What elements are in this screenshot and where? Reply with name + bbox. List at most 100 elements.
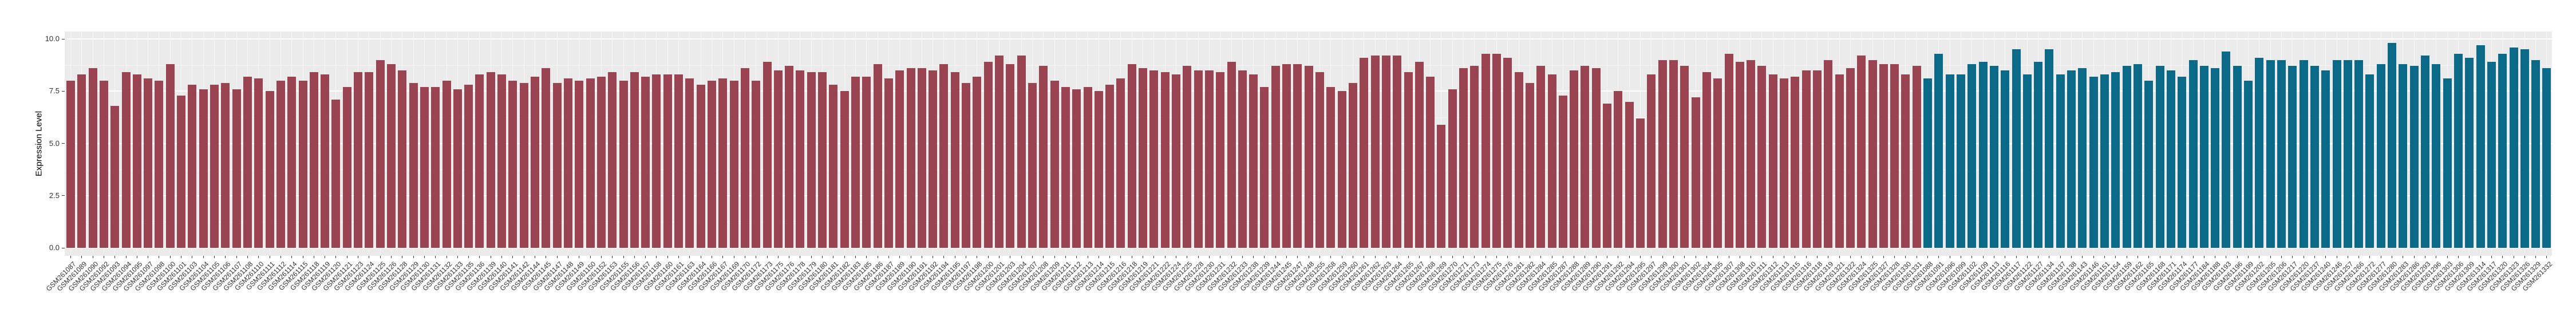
x-tick-mark (479, 256, 480, 258)
x-tick-mark (1651, 256, 1652, 258)
bar (785, 66, 794, 248)
bar (1603, 104, 1612, 248)
x-tick-mark (335, 256, 337, 258)
x-tick-mark (1717, 256, 1718, 258)
bar (376, 60, 385, 248)
x-tick-mark (2546, 256, 2547, 258)
bar (1591, 68, 1601, 248)
bar (1360, 57, 1369, 248)
bar (2111, 72, 2120, 248)
x-tick-mark (1673, 256, 1674, 258)
bar (265, 91, 274, 248)
x-tick-mark (1076, 256, 1077, 258)
x-tick-mark (114, 256, 116, 258)
bar (2144, 81, 2154, 248)
bar (1227, 62, 1236, 248)
bar (221, 82, 230, 248)
x-tick-mark (2248, 256, 2249, 258)
bar (2321, 70, 2330, 248)
bar (950, 72, 959, 248)
x-tick-mark (888, 256, 889, 258)
bar (563, 78, 572, 248)
x-tick-mark (987, 256, 989, 258)
bar (2188, 60, 2198, 248)
bar (1691, 97, 1700, 248)
x-tick-mark (1463, 256, 1464, 258)
bar (663, 74, 672, 248)
bar (2100, 74, 2109, 248)
x-tick-mark (667, 256, 668, 258)
bar (2432, 64, 2441, 248)
bar (1989, 66, 1998, 248)
bar (1183, 66, 1192, 248)
bar (1967, 64, 1977, 248)
bar (409, 82, 418, 248)
bar (1017, 56, 1026, 248)
bar (243, 76, 252, 248)
bar (519, 82, 528, 248)
y-tick-label: 7.5 (49, 86, 60, 96)
bar (1459, 68, 1468, 248)
x-tick-mark (1419, 256, 1420, 258)
bar (1680, 66, 1689, 248)
bar (1249, 74, 1258, 248)
bar (1735, 62, 1744, 248)
x-tick-mark (1496, 256, 1497, 258)
bar (2465, 57, 2474, 248)
x-tick-mark (203, 256, 204, 258)
bar (1304, 66, 1313, 248)
bar (575, 81, 584, 248)
x-tick-mark (1883, 256, 1884, 258)
bar (917, 68, 926, 248)
bar (2233, 66, 2242, 248)
x-tick-mark (2192, 256, 2194, 258)
bar (939, 64, 949, 248)
bar (1271, 66, 1280, 248)
x-tick-mark (1452, 256, 1453, 258)
bar (1724, 53, 1733, 248)
bar (1957, 74, 1965, 248)
x-tick-mark (2447, 256, 2448, 258)
bar (1370, 56, 1380, 248)
bar (365, 72, 374, 248)
x-tick-mark (2358, 256, 2360, 258)
bar (1658, 60, 1667, 248)
bar (99, 81, 108, 248)
x-tick-mark (2071, 256, 2072, 258)
x-tick-mark (501, 256, 503, 258)
bar (1669, 60, 1678, 248)
bar (729, 81, 738, 248)
bar (254, 78, 263, 248)
bar (1448, 89, 1457, 248)
x-tick-mark (2082, 256, 2083, 258)
bar (88, 68, 97, 248)
bar (2034, 62, 2043, 248)
bar (1149, 70, 1159, 248)
bar (2155, 66, 2164, 248)
bar (1503, 57, 1512, 248)
bar (2509, 47, 2518, 248)
bar (1791, 76, 1800, 248)
bar (1879, 64, 1888, 248)
bar (165, 64, 175, 248)
bar (453, 89, 462, 248)
bar (818, 72, 827, 248)
bar (1514, 72, 1523, 248)
bar (995, 56, 1004, 248)
x-tick-mark (247, 256, 248, 258)
bar (66, 81, 75, 248)
bar (486, 72, 495, 248)
bar (1713, 78, 1722, 248)
bar (2453, 53, 2463, 248)
x-tick-mark (1805, 256, 1807, 258)
bar (531, 76, 540, 248)
bar (1835, 74, 1844, 248)
x-tick-mark (1938, 256, 1939, 258)
x-tick-mark (1242, 256, 1243, 258)
bar (2255, 57, 2264, 248)
x-tick-mark (556, 256, 558, 258)
bar (1083, 86, 1092, 248)
bar (1547, 74, 1556, 248)
x-tick-mark (169, 256, 171, 258)
bar (464, 85, 473, 248)
